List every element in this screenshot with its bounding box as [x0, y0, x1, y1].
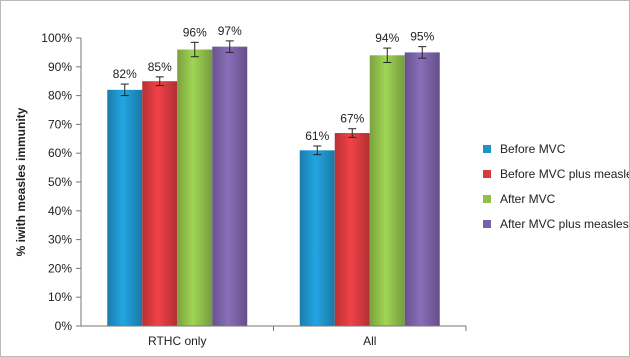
y-tick-label: 10% — [48, 290, 72, 304]
bar-data-label: 95% — [410, 30, 434, 44]
bar — [107, 89, 143, 326]
bar — [369, 55, 405, 326]
x-category-label: All — [363, 334, 376, 348]
y-tick-label: 100% — [41, 31, 72, 45]
bar-data-label: 96% — [183, 25, 207, 39]
bar — [212, 46, 248, 326]
bar — [177, 49, 213, 327]
bar-data-label: 94% — [375, 31, 399, 45]
y-axis-title: % iwith measles immunity — [14, 107, 28, 256]
legend-label: Before MVC — [500, 142, 566, 156]
bar — [142, 81, 178, 326]
legend-swatch — [483, 195, 491, 203]
x-category-label: RTHC only — [148, 334, 206, 348]
legend-swatch — [483, 220, 491, 228]
bar-data-label: 67% — [340, 112, 364, 126]
y-axis: 0% 10% 20% 30% 40% 50% 60% 70% 80% 90% 100% — [41, 31, 82, 333]
y-tick-label: 20% — [48, 261, 72, 275]
bar — [299, 150, 335, 326]
legend-label: After MVC plus measles — [500, 217, 629, 231]
legend-swatch — [483, 170, 491, 178]
bar-data-label: 97% — [218, 24, 242, 38]
bar-data-label: 61% — [305, 129, 329, 143]
x-axis: RTHC only All — [81, 325, 467, 348]
bar — [334, 133, 370, 326]
bar-data-label: 82% — [113, 67, 137, 81]
y-tick-label: 60% — [48, 146, 72, 160]
legend-label: After MVC — [500, 192, 556, 206]
bars-group: 82% 85% 96% 97% 61% 67% 94% 95% — [107, 24, 440, 327]
y-tick-label: 90% — [48, 60, 72, 74]
y-tick-label: 80% — [48, 89, 72, 103]
legend: Before MVC Before MVC plus measles After M… — [483, 142, 629, 231]
y-tick-label: 70% — [48, 117, 72, 131]
bar — [404, 52, 440, 327]
y-tick-label: 50% — [48, 175, 72, 189]
y-tick-label: 0% — [55, 319, 73, 333]
y-tick-label: 30% — [48, 233, 72, 247]
y-tick-label: 40% — [48, 204, 72, 218]
legend-swatch — [483, 145, 491, 153]
bar-data-label: 85% — [148, 60, 172, 74]
legend-label: Before MVC plus measles — [500, 167, 629, 181]
